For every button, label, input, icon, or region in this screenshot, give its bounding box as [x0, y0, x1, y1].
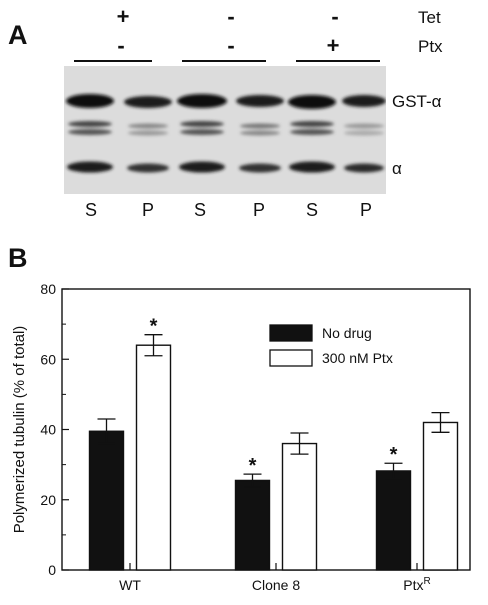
lane-label-3: S: [193, 200, 206, 220]
y-tick-label: 80: [40, 281, 56, 297]
ptx-sign-1: -: [117, 33, 125, 58]
y-tick-label: 60: [40, 351, 56, 367]
bar-ptx: [281, 442, 318, 571]
band-mid-lane-5b: [290, 129, 334, 135]
x-tick-label: PtxR: [403, 576, 430, 593]
bar-no-drug: [234, 479, 271, 571]
ptx-row-label: Ptx: [418, 37, 443, 56]
western-blot-image: [64, 66, 386, 194]
band-mid-lane-1a: [68, 121, 112, 127]
band-gst-lane-4: [236, 95, 284, 107]
band-mid-lane-2a: [128, 123, 168, 129]
lane-label-5: S: [305, 200, 318, 220]
band-gst-lane-5: [288, 95, 336, 109]
band-mid-lane-6a: [344, 123, 384, 129]
lane-label-6: P: [359, 200, 372, 220]
x-tick-label: Clone 8: [252, 577, 300, 593]
band-alpha-lane-5: [289, 161, 335, 173]
legend-swatch-no-drug: [269, 324, 313, 342]
band-alpha-lane-4: [239, 163, 281, 173]
band-alpha-lane-6: [344, 163, 384, 173]
legend-label-ptx: 300 nM Ptx: [322, 350, 393, 366]
band-alpha-lane-2: [127, 163, 169, 173]
lane-label-1: S: [84, 200, 97, 220]
legend-label-no-drug: No drug: [322, 325, 372, 341]
bar-ptx: [135, 344, 172, 571]
band-gst-lane-6: [342, 95, 386, 107]
significance-star: *: [390, 444, 398, 466]
legend-swatch-ptx: [269, 349, 313, 367]
band-mid-lane-4b: [240, 130, 280, 136]
band-alpha-lane-1: [67, 161, 113, 173]
band-gst-lane-3: [177, 94, 227, 108]
significance-star: *: [249, 455, 257, 477]
tet-row-label: Tet: [418, 8, 441, 27]
bar-ptx: [422, 421, 459, 571]
tet-sign-2: -: [227, 4, 235, 29]
band-mid-lane-5a: [290, 121, 334, 127]
band-label-alpha: α: [392, 159, 402, 178]
significance-star: *: [150, 316, 158, 338]
ptx-sign-2: -: [227, 33, 235, 58]
ptx-sign-3: +: [326, 33, 340, 58]
tet-sign-1: +: [116, 4, 130, 29]
tet-sign-3: -: [331, 4, 339, 29]
condition-rule-2: [182, 60, 266, 62]
band-mid-lane-6b: [344, 130, 384, 136]
lane-label-2: P: [141, 200, 154, 220]
band-mid-lane-3a: [180, 121, 224, 127]
band-gst-lane-1: [66, 94, 114, 108]
y-axis-title: Polymerized tubulin (% of total): [11, 326, 28, 534]
bar-no-drug: [375, 470, 412, 571]
band-alpha-lane-3: [179, 161, 225, 173]
band-mid-lane-2b: [128, 130, 168, 136]
band-gst-lane-2: [124, 96, 172, 108]
panel-a-letter: A: [8, 20, 28, 50]
bar-no-drug: [88, 430, 125, 571]
lane-label-4: P: [252, 200, 265, 220]
band-mid-lane-1b: [68, 129, 112, 135]
y-tick-label: 40: [40, 422, 56, 438]
band-label-gst-alpha: GST-α: [392, 92, 442, 111]
x-tick-label: WT: [119, 577, 141, 593]
panel-b-letter: B: [8, 243, 28, 273]
y-tick-label: 0: [48, 562, 56, 578]
band-mid-lane-3b: [180, 129, 224, 135]
condition-rule-1: [74, 60, 152, 62]
condition-rule-3: [296, 60, 380, 62]
band-mid-lane-4a: [240, 123, 280, 129]
y-tick-label: 20: [40, 492, 56, 508]
